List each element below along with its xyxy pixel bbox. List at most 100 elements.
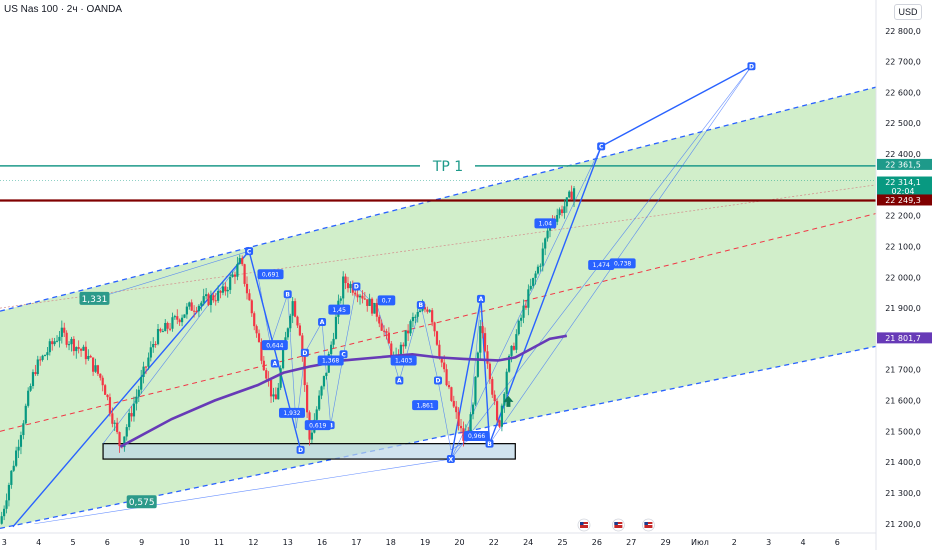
candle-body[interactable]	[178, 319, 181, 323]
candle-body[interactable]	[111, 413, 114, 424]
candle-body[interactable]	[281, 348, 285, 369]
candle-body[interactable]	[520, 317, 523, 321]
candle-body[interactable]	[481, 326, 484, 334]
candle-body[interactable]	[221, 286, 225, 293]
candle-body[interactable]	[419, 310, 422, 313]
candle-body[interactable]	[188, 302, 191, 307]
candle-body[interactable]	[238, 258, 241, 264]
ratio-badge[interactable]	[609, 258, 636, 269]
ratio-badge[interactable]	[412, 400, 439, 411]
ratio-badge[interactable]	[588, 259, 615, 270]
candle-body[interactable]	[82, 346, 85, 351]
pattern-point-marker[interactable]	[395, 376, 404, 385]
candle-body[interactable]	[171, 317, 174, 329]
candle-body[interactable]	[164, 322, 167, 332]
ratio-badge[interactable]	[79, 291, 110, 305]
candle-body[interactable]	[498, 420, 501, 427]
candle-body[interactable]	[219, 290, 222, 293]
candle-body[interactable]	[320, 386, 323, 396]
candle-body[interactable]	[495, 401, 499, 421]
candle-body[interactable]	[291, 301, 294, 316]
candle-body[interactable]	[101, 377, 104, 386]
pattern-point-marker[interactable]	[270, 359, 279, 368]
candle-body[interactable]	[253, 313, 256, 327]
candle-body[interactable]	[0, 516, 3, 524]
candle-body[interactable]	[428, 310, 431, 312]
candle-body[interactable]	[176, 316, 179, 320]
candle-body[interactable]	[558, 209, 561, 216]
pattern-point-marker[interactable]	[416, 301, 425, 310]
candle-body[interactable]	[385, 331, 388, 333]
candle-body[interactable]	[529, 285, 532, 290]
candle-body[interactable]	[277, 387, 280, 400]
candle-body[interactable]	[414, 316, 417, 318]
pattern-zigzag-segment[interactable]	[304, 321, 323, 353]
candle-body[interactable]	[447, 385, 451, 388]
candle-body[interactable]	[15, 450, 18, 466]
candle-body[interactable]	[152, 343, 155, 348]
candle-body[interactable]	[154, 343, 157, 345]
trend-line-thin[interactable]	[0, 184, 876, 309]
candle-body[interactable]	[358, 295, 362, 298]
candle-body[interactable]	[346, 283, 350, 289]
candle-body[interactable]	[522, 305, 525, 318]
candle-body[interactable]	[459, 425, 463, 429]
candle-body[interactable]	[471, 404, 475, 415]
pattern-point-marker[interactable]	[352, 282, 361, 291]
candle-body[interactable]	[363, 298, 366, 300]
candle-body[interactable]	[556, 215, 559, 222]
candle-body[interactable]	[515, 334, 518, 350]
candle-body[interactable]	[243, 264, 246, 284]
candle-body[interactable]	[399, 344, 402, 360]
candle-body[interactable]	[407, 330, 410, 334]
ratio-badge[interactable]	[279, 407, 305, 418]
candle-body[interactable]	[72, 338, 75, 352]
pattern-point-marker[interactable]	[318, 317, 327, 326]
pattern-zigzag-segment[interactable]	[437, 380, 452, 450]
candle-body[interactable]	[339, 298, 342, 301]
pattern-zigzag-segment[interactable]	[450, 440, 469, 451]
pattern-point-marker[interactable]	[476, 294, 485, 303]
candle-body[interactable]	[99, 373, 102, 378]
candle-body[interactable]	[469, 414, 472, 434]
candle-body[interactable]	[315, 409, 318, 420]
candle-body[interactable]	[505, 371, 508, 394]
candle-body[interactable]	[486, 351, 489, 364]
candle-body[interactable]	[24, 405, 27, 424]
candle-body[interactable]	[411, 316, 415, 322]
candle-body[interactable]	[382, 330, 386, 332]
candle-body[interactable]	[46, 352, 49, 356]
candle-body[interactable]	[147, 357, 150, 367]
ratio-badge[interactable]	[390, 355, 417, 366]
pattern-leg-xc[interactable]	[12, 250, 250, 528]
candle-body[interactable]	[236, 263, 239, 277]
candle-body[interactable]	[96, 365, 100, 374]
candle-body[interactable]	[53, 341, 56, 345]
candle-body[interactable]	[303, 355, 306, 386]
candle-body[interactable]	[344, 276, 347, 284]
candle-body[interactable]	[39, 359, 42, 361]
plot-area[interactable]: TP 1 C D A B X C D A B D A B C D A B D 1,331 0,575 0,691 0,64…	[0, 62, 876, 530]
candle-body[interactable]	[445, 369, 448, 386]
ratio-badge[interactable]	[534, 218, 557, 229]
pattern-point-marker[interactable]	[747, 62, 756, 71]
candle-body[interactable]	[433, 322, 436, 332]
candle-body[interactable]	[77, 347, 80, 349]
candle-body[interactable]	[306, 385, 309, 413]
candle-body[interactable]	[22, 423, 25, 436]
candle-body[interactable]	[325, 372, 328, 377]
ratio-badge[interactable]	[304, 420, 331, 431]
candle-body[interactable]	[192, 310, 196, 312]
candle-body[interactable]	[55, 340, 59, 342]
candle-body[interactable]	[503, 393, 506, 406]
channel-upper-line[interactable]	[0, 86, 876, 312]
pattern-leg-cd2[interactable]	[600, 65, 752, 147]
candle-body[interactable]	[438, 344, 441, 358]
candle-body[interactable]	[265, 370, 268, 379]
candle-body[interactable]	[322, 376, 326, 387]
candle-body[interactable]	[113, 422, 116, 424]
candle-body[interactable]	[116, 422, 119, 433]
candle-body[interactable]	[356, 294, 359, 298]
candle-body[interactable]	[426, 309, 429, 312]
candle-body[interactable]	[91, 357, 95, 372]
